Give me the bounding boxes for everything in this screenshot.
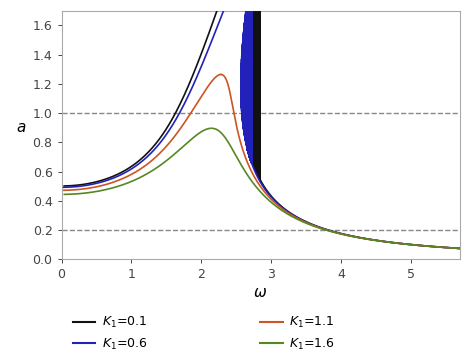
Y-axis label: a: a	[17, 120, 26, 135]
X-axis label: ω: ω	[255, 285, 267, 300]
Legend: $K_1$=1.1, $K_1$=1.6: $K_1$=1.1, $K_1$=1.6	[255, 310, 339, 357]
